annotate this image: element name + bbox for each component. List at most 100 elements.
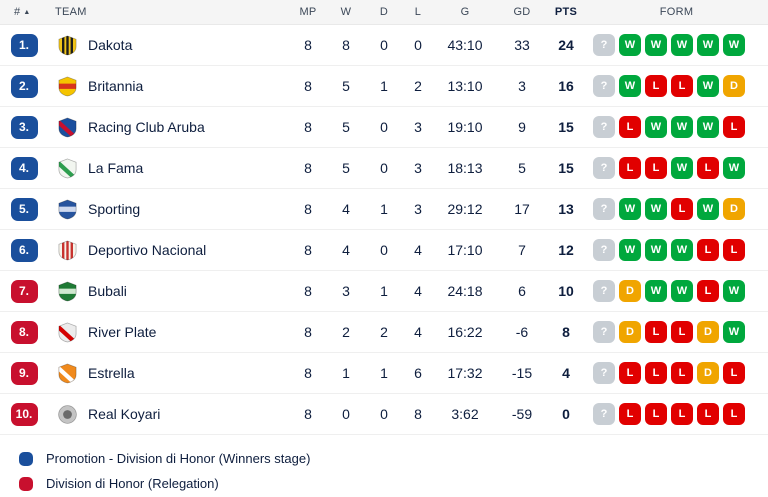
team-name[interactable]: Deportivo Nacional bbox=[88, 242, 207, 258]
form-result-badge[interactable]: L bbox=[723, 116, 745, 138]
form-result-badge[interactable]: L bbox=[671, 403, 693, 425]
form-result-badge[interactable]: L bbox=[645, 157, 667, 179]
relegation-color-dot bbox=[19, 476, 33, 491]
form-upcoming-badge[interactable]: ? bbox=[593, 403, 615, 425]
table-row[interactable]: 6. Deportivo Nacional 8 4 0 4 17:10 7 12? W W W L L bbox=[0, 230, 768, 271]
form-result-badge[interactable]: L bbox=[723, 362, 745, 384]
team-name[interactable]: Racing Club Aruba bbox=[88, 119, 205, 135]
header-goals[interactable]: G bbox=[460, 6, 470, 18]
form-result-badge[interactable]: D bbox=[723, 75, 745, 97]
table-row[interactable]: 3. Racing Club Aruba 8 5 0 3 19:10 9 15? L W W W L bbox=[0, 107, 768, 148]
table-row[interactable]: 1. Dakota 8 8 0 0 43:10 33 24? W W W W W bbox=[0, 25, 768, 66]
form-upcoming-badge[interactable]: ? bbox=[593, 321, 615, 343]
header-wins[interactable]: W bbox=[340, 6, 352, 18]
form-result-badge[interactable]: L bbox=[645, 75, 667, 97]
form-result-badge[interactable]: L bbox=[645, 403, 667, 425]
form-result-badge[interactable]: L bbox=[619, 403, 641, 425]
form-result-badge[interactable]: W bbox=[619, 75, 641, 97]
rank-badge: 1. bbox=[10, 33, 38, 57]
header-points[interactable]: PTS bbox=[554, 6, 578, 18]
form-result-badge[interactable]: L bbox=[619, 362, 641, 384]
form-result-badge[interactable]: L bbox=[723, 403, 745, 425]
rank-cell: 9. bbox=[0, 361, 48, 385]
table-row[interactable]: 9. Estrella 8 1 1 6 17:32 -15 4? L L L D L bbox=[0, 353, 768, 394]
form-upcoming-badge[interactable]: ? bbox=[593, 34, 615, 56]
form-result-badge[interactable]: W bbox=[619, 34, 641, 56]
form-result-badge[interactable]: W bbox=[671, 157, 693, 179]
form-result-badge[interactable]: W bbox=[723, 157, 745, 179]
form-result-badge[interactable]: W bbox=[645, 239, 667, 261]
table-row[interactable]: 7. Bubali 8 3 1 4 24:18 6 10? D W W L W bbox=[0, 271, 768, 312]
form-result-badge[interactable]: W bbox=[645, 34, 667, 56]
form-upcoming-badge[interactable]: ? bbox=[593, 362, 615, 384]
form-result-badge[interactable]: L bbox=[671, 75, 693, 97]
form-result-badge[interactable]: W bbox=[671, 116, 693, 138]
form-result-badge[interactable]: L bbox=[619, 157, 641, 179]
form-result-badge[interactable]: L bbox=[671, 362, 693, 384]
form-result-badge[interactable]: W bbox=[723, 321, 745, 343]
form-result-badge[interactable]: W bbox=[723, 280, 745, 302]
losses-cell: 3 bbox=[414, 201, 422, 217]
form-result-badge[interactable]: W bbox=[671, 239, 693, 261]
table-row[interactable]: 10. Real Koyari 8 0 0 8 3:62 -59 0? L L L L L bbox=[0, 394, 768, 435]
form-upcoming-badge[interactable]: ? bbox=[593, 75, 615, 97]
form-result-badge[interactable]: W bbox=[697, 198, 719, 220]
team-name[interactable]: Dakota bbox=[88, 37, 133, 53]
header-losses[interactable]: L bbox=[414, 6, 422, 18]
form-result-badge[interactable]: W bbox=[645, 198, 667, 220]
header-mp[interactable]: MP bbox=[299, 6, 317, 18]
team-name[interactable]: La Fama bbox=[88, 160, 144, 176]
form-result-badge[interactable]: W bbox=[723, 34, 745, 56]
form-result-badge[interactable]: W bbox=[671, 280, 693, 302]
form-result-badge[interactable]: L bbox=[723, 239, 745, 261]
form-result-badge[interactable]: W bbox=[697, 75, 719, 97]
team-name[interactable]: Britannia bbox=[88, 78, 144, 94]
form-result-badge[interactable]: D bbox=[697, 321, 719, 343]
losses-cell: 4 bbox=[414, 283, 422, 299]
team-name[interactable]: Bubali bbox=[88, 283, 127, 299]
form-result-badge[interactable]: W bbox=[697, 34, 719, 56]
header-form[interactable]: FORM bbox=[659, 6, 694, 18]
form-result-badge[interactable]: L bbox=[619, 116, 641, 138]
form-result-badge[interactable]: W bbox=[645, 280, 667, 302]
form-result-badge[interactable]: D bbox=[619, 280, 641, 302]
form-upcoming-badge[interactable]: ? bbox=[593, 198, 615, 220]
table-row[interactable]: 8. River Plate 8 2 2 4 16:22 -6 8? D L L D W bbox=[0, 312, 768, 353]
header-rank[interactable]: # ▲ bbox=[0, 6, 48, 18]
table-row[interactable]: 4. La Fama 8 5 0 3 18:13 5 15? L L W L W bbox=[0, 148, 768, 189]
form-upcoming-badge[interactable]: ? bbox=[593, 157, 615, 179]
team-name[interactable]: Estrella bbox=[88, 365, 135, 381]
table-row[interactable]: 2. Britannia 8 5 1 2 13:10 3 16? W L L W D bbox=[0, 66, 768, 107]
form-result-badge[interactable]: L bbox=[671, 321, 693, 343]
form-result-badge[interactable]: L bbox=[645, 362, 667, 384]
form-result-badge[interactable]: W bbox=[619, 239, 641, 261]
form-result-badge[interactable]: L bbox=[671, 198, 693, 220]
form-result-badge[interactable]: L bbox=[697, 403, 719, 425]
draws-cell: 1 bbox=[380, 365, 388, 381]
rank-badge: 2. bbox=[10, 74, 38, 98]
form-upcoming-badge[interactable]: ? bbox=[593, 239, 615, 261]
form-result-badge[interactable]: D bbox=[697, 362, 719, 384]
team-name[interactable]: River Plate bbox=[88, 324, 157, 340]
form-result-badge[interactable]: L bbox=[697, 157, 719, 179]
form-result-badge[interactable]: D bbox=[723, 198, 745, 220]
form-upcoming-badge[interactable]: ? bbox=[593, 280, 615, 302]
form-result-badge[interactable]: L bbox=[645, 321, 667, 343]
form-result-badge[interactable]: W bbox=[671, 34, 693, 56]
form-result-badge[interactable]: W bbox=[619, 198, 641, 220]
header-draws[interactable]: D bbox=[379, 6, 389, 18]
form-result-badge[interactable]: L bbox=[697, 280, 719, 302]
form-cell: ? W W L W D bbox=[585, 198, 768, 220]
team-name[interactable]: Sporting bbox=[88, 201, 141, 217]
form-result-badge[interactable]: W bbox=[645, 116, 667, 138]
team-name[interactable]: Real Koyari bbox=[88, 406, 161, 422]
header-team[interactable]: TEAM bbox=[55, 6, 87, 18]
form-upcoming-badge[interactable]: ? bbox=[593, 116, 615, 138]
header-goal-diff[interactable]: GD bbox=[513, 6, 531, 18]
form-result-badge[interactable]: W bbox=[697, 116, 719, 138]
form-result-badge[interactable]: L bbox=[697, 239, 719, 261]
losses-cell: 4 bbox=[414, 324, 422, 340]
table-row[interactable]: 5. Sporting 8 4 1 3 29:12 17 13? W W L W D bbox=[0, 189, 768, 230]
team-logo bbox=[48, 363, 86, 384]
form-result-badge[interactable]: D bbox=[619, 321, 641, 343]
